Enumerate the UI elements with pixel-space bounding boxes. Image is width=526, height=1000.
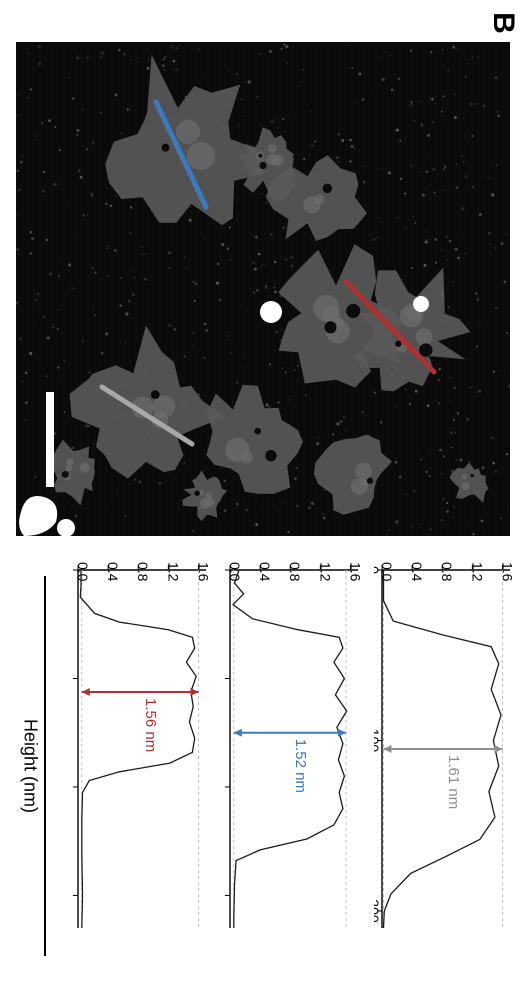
svg-text:1.6: 1.6 <box>499 562 514 582</box>
svg-text:1.6: 1.6 <box>347 562 362 582</box>
svg-text:0: 0 <box>374 566 382 574</box>
afm-image <box>16 42 510 536</box>
panel-label: B <box>486 12 520 34</box>
svg-text:0.8: 0.8 <box>287 562 303 582</box>
svg-text:100: 100 <box>374 729 382 753</box>
y-axis-label: Height (nm) <box>20 719 41 813</box>
svg-text:1.2: 1.2 <box>469 562 485 582</box>
svg-text:1.6: 1.6 <box>195 562 210 582</box>
svg-text:200: 200 <box>374 899 382 923</box>
y-axis-label-group: Height (nm) <box>20 556 60 976</box>
svg-text:1.52 nm: 1.52 nm <box>292 739 309 793</box>
svg-text:1.56 nm: 1.56 nm <box>142 698 159 752</box>
height-profiles: Height (nm) 0.0 0.4 0.8 1.2 1.6 1.56 nm 0.0 0.4… <box>0 556 526 991</box>
svg-text:0.8: 0.8 <box>135 562 151 582</box>
height-profile-0: 0.00.40.81.21.61.56 nm <box>70 556 206 991</box>
svg-text:0.0: 0.0 <box>75 562 91 582</box>
svg-text:1.2: 1.2 <box>165 562 181 582</box>
svg-text:1.61 nm: 1.61 nm <box>445 755 462 809</box>
y-axis-rule <box>44 576 46 956</box>
height-profile-1: 0.00.40.81.21.61.52 nm <box>222 556 358 991</box>
svg-text:0.4: 0.4 <box>105 562 121 582</box>
x-axis-label: Position (nm) <box>160 973 180 1000</box>
svg-text:1.2: 1.2 <box>317 562 333 582</box>
svg-text:0.8: 0.8 <box>439 562 455 582</box>
svg-text:0.4: 0.4 <box>409 562 425 582</box>
height-profile-2: 0.00.40.81.21.601002001.61 nm <box>374 556 510 991</box>
svg-text:0.4: 0.4 <box>257 562 273 582</box>
svg-text:0.0: 0.0 <box>227 562 243 582</box>
